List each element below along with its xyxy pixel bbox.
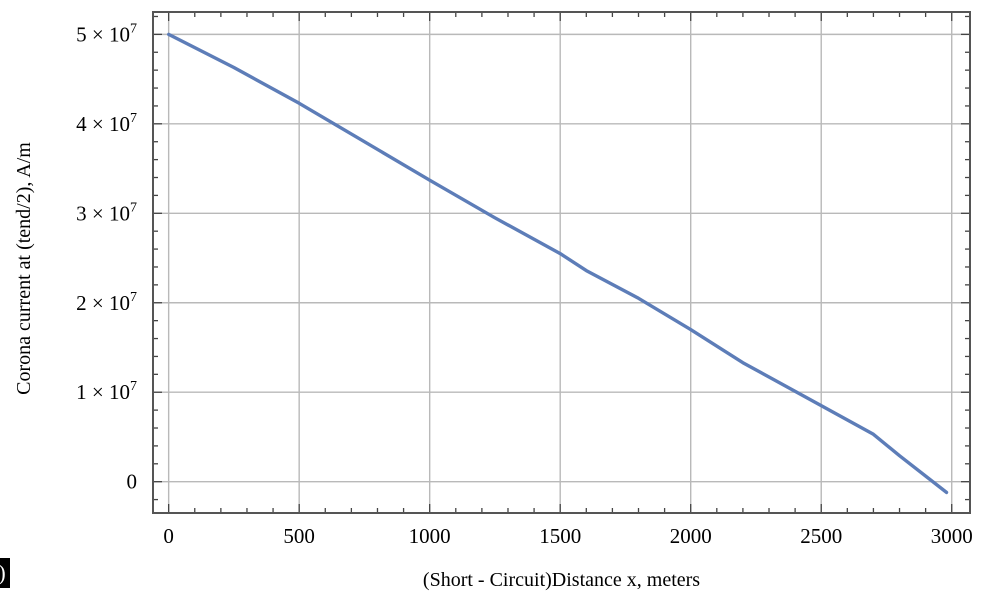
y-tick-label: 0 — [127, 470, 138, 494]
plot-frame — [153, 12, 970, 513]
x-tick-label: 2500 — [800, 524, 842, 548]
series-layer — [169, 34, 947, 492]
y-axis-label: Corona current at (tend/2), A/m — [13, 142, 35, 395]
series-line — [169, 34, 947, 492]
x-tick-label: 3000 — [931, 524, 973, 548]
y-tick-labels: 0 1 × 107 2 × 107 3 × 107 4 × 107 5 × 107 — [76, 21, 137, 493]
y-tick-label: 3 × 107 — [76, 200, 137, 225]
x-tick-label: 500 — [283, 524, 315, 548]
x-tick-labels: 0 500 1000 1500 2000 2500 3000 — [163, 524, 972, 548]
x-tick-label: 2000 — [670, 524, 712, 548]
grid-layer — [153, 12, 970, 513]
corner-mark: ) — [0, 558, 10, 588]
y-tick-label: 4 × 107 — [76, 111, 137, 136]
y-tick-label: 2 × 107 — [76, 290, 137, 315]
x-tick-label: 0 — [163, 524, 174, 548]
y-tick-label: 1 × 107 — [76, 379, 137, 404]
x-tick-label: 1500 — [539, 524, 581, 548]
tick-marks — [153, 12, 970, 513]
x-tick-label: 1000 — [409, 524, 451, 548]
y-tick-label: 5 × 107 — [76, 21, 137, 46]
x-axis-label: (Short - Circuit)Distance x, meters — [423, 569, 700, 591]
